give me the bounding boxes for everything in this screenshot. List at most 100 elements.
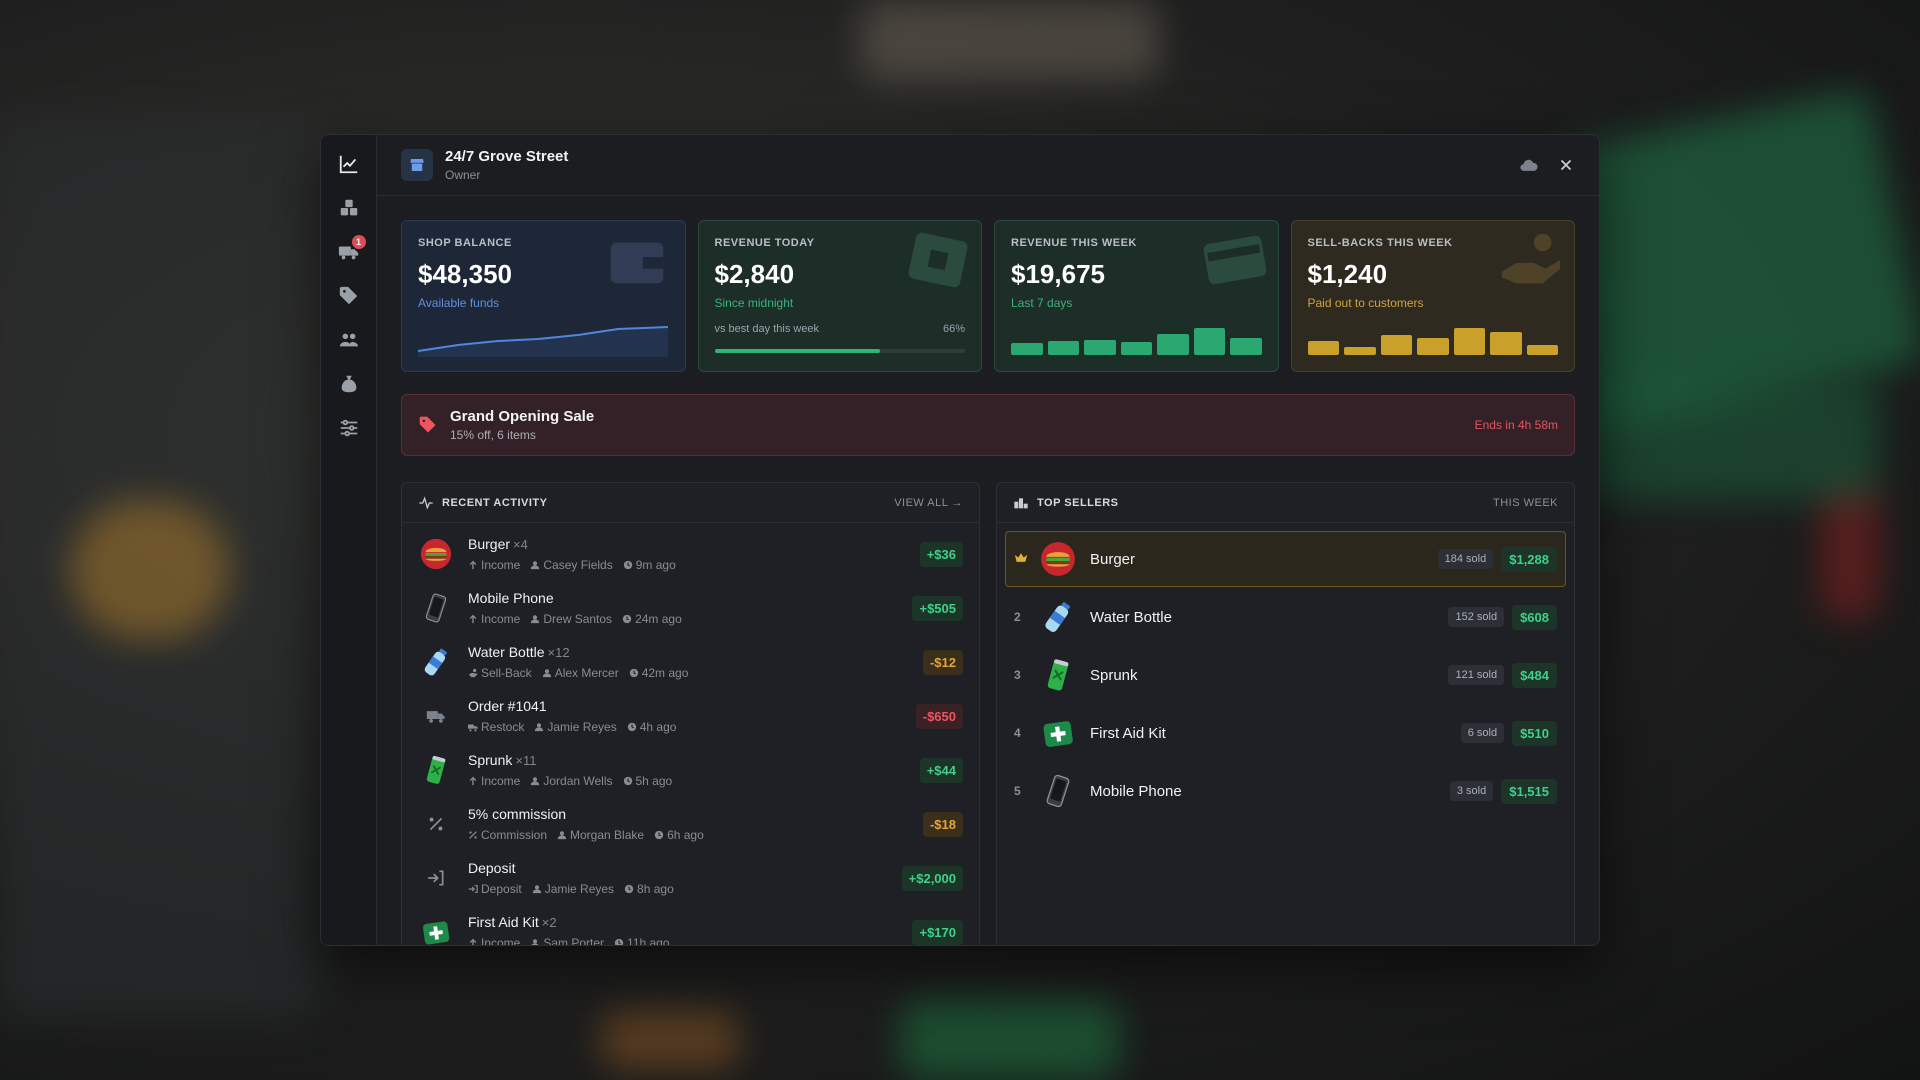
sellback-bar — [1307, 341, 1339, 355]
stat-label: REVENUE THIS WEEK — [1011, 237, 1137, 249]
sellback-bar — [1344, 346, 1376, 355]
boxes-icon — [340, 199, 357, 216]
week-revenue-bar — [1230, 338, 1262, 355]
activity-qty: ×11 — [515, 753, 537, 768]
cloud-icon — [1520, 159, 1538, 171]
sellback-bar — [1453, 328, 1485, 355]
seller-name: Mobile Phone — [1090, 782, 1182, 800]
nav-overview[interactable] — [334, 149, 364, 179]
week-revenue-bar — [1084, 339, 1116, 355]
top-sellers-list: Burger 184 sold $1,288 2 Water Bottle 152 sol… — [997, 523, 1574, 829]
activity-amount: +$2,000 — [901, 865, 963, 891]
top-seller-row[interactable]: 4 First Aid Kit 6 sold $510 — [1005, 705, 1566, 761]
activity-row[interactable]: Sprunk ×11 Income Jordan Wells 5h ago +$44 — [402, 743, 979, 797]
shop-panel: 1 24/7 Grove Street Owner — [320, 134, 1600, 946]
activity-type: Income — [468, 612, 520, 626]
activity-time: 4h ago — [627, 720, 676, 734]
activity-user: Jordan Wells — [530, 774, 613, 788]
stat-label: SHOP BALANCE — [418, 237, 512, 249]
deposit-icon — [418, 860, 454, 896]
progress-fill — [714, 349, 880, 353]
close-icon — [1560, 159, 1572, 171]
activity-name: Sprunk — [468, 752, 513, 768]
sellback-bar — [1380, 334, 1412, 355]
stat-value: $1,240 — [1307, 259, 1388, 289]
activity-row[interactable]: Order #1041 Restock Jamie Reyes 4h ago -$650 — [402, 689, 979, 743]
stat-value: $2,840 — [714, 259, 795, 289]
activity-name: Deposit — [468, 860, 516, 876]
sellback-bars — [1307, 321, 1558, 355]
activity-time: 42m ago — [629, 666, 688, 680]
activity-user: Jamie Reyes — [534, 720, 617, 734]
sprunk-icon — [418, 752, 454, 788]
sellers-title: TOP SELLERS — [1037, 496, 1119, 509]
5-commission-icon — [418, 806, 454, 842]
activity-row[interactable]: Mobile Phone Income Drew Santos 24m ago +$50… — [402, 581, 979, 635]
progress-label: vs best day this week — [714, 323, 820, 335]
deliveries-badge: 1 — [351, 235, 366, 249]
top-seller-row[interactable]: 2 Water Bottle 152 sold $608 — [1005, 589, 1566, 645]
nav-inventory[interactable] — [334, 193, 364, 223]
stat-revenue-today: REVENUE TODAY $2,840 Since midnight vs b… — [697, 220, 982, 372]
nav-deliveries[interactable]: 1 — [334, 235, 366, 267]
nav-employees[interactable] — [334, 325, 364, 355]
seller-rank: 3 — [1014, 668, 1021, 682]
activity-type: Deposit — [468, 882, 522, 896]
crown-icon — [1014, 552, 1038, 566]
activity-row[interactable]: 5% commission Commission Morgan Blake 6h ag… — [402, 797, 979, 851]
nav-finances[interactable] — [334, 369, 364, 399]
activity-time: 5h ago — [623, 774, 672, 788]
nav-settings[interactable] — [334, 413, 364, 443]
nav-pricing[interactable] — [334, 281, 364, 311]
seller-rank: 5 — [1014, 784, 1021, 798]
seller-sold-count: 6 sold — [1460, 723, 1505, 743]
stat-shop-balance: SHOP BALANCE $48,350 Available funds — [401, 220, 686, 372]
stat-sub: Paid out to customers — [1307, 296, 1424, 310]
activity-row[interactable]: Burger ×4 Income Casey Fields 9m ago +$36 — [402, 527, 979, 581]
side-rail: 1 — [321, 135, 377, 945]
top-seller-row[interactable]: 5 Mobile Phone 3 sold $1,515 — [1005, 763, 1566, 819]
store-name: 24/7 Grove Street — [445, 148, 569, 165]
sellback-bar — [1526, 344, 1558, 355]
activity-type: Sell-Back — [468, 666, 532, 680]
seller-sold-count: 3 sold — [1449, 781, 1494, 801]
activity-type: Income — [468, 936, 520, 945]
mobile-phone-icon — [1038, 771, 1078, 811]
seller-rank: 4 — [1014, 726, 1021, 740]
promo-banner[interactable]: Grand Opening Sale 15% off, 6 items Ends… — [401, 394, 1575, 456]
activity-row[interactable]: First Aid Kit ×2 Income Sam Porter 11h ago +$… — [402, 905, 979, 945]
activity-title: RECENT ACTIVITY — [442, 496, 548, 509]
seller-sold-count: 184 sold — [1437, 549, 1494, 569]
activity-name: First Aid Kit — [468, 914, 539, 930]
order-1041-icon — [418, 698, 454, 734]
week-revenue-bar — [1157, 333, 1189, 355]
activity-name: Burger — [468, 536, 511, 552]
activity-row[interactable]: Deposit Deposit Jamie Reyes 8h ago +$2,000 — [402, 851, 979, 905]
stat-sub: Last 7 days — [1011, 296, 1073, 310]
activity-amount: +$36 — [919, 541, 963, 567]
stat-value: $19,675 — [1011, 259, 1105, 289]
activity-type: Commission — [468, 828, 547, 842]
store-icon — [401, 149, 433, 181]
close-button[interactable] — [1557, 156, 1575, 174]
seller-revenue: $1,515 — [1501, 778, 1557, 804]
top-seller-row[interactable]: 3 Sprunk 121 sold $484 — [1005, 647, 1566, 703]
activity-user: Sam Porter — [530, 936, 604, 945]
store-role: Owner — [445, 168, 481, 182]
hand-coin-icon — [1501, 233, 1561, 284]
cloud-sync-button[interactable] — [1519, 155, 1539, 175]
activity-qty: ×12 — [547, 645, 570, 660]
wallet-icon — [610, 242, 663, 284]
stat-sellbacks-week: SELL-BACKS THIS WEEK $1,240 Paid out to … — [1290, 220, 1575, 372]
activity-amount: +$44 — [919, 757, 963, 783]
truck-icon — [338, 246, 358, 260]
top-seller-row[interactable]: Burger 184 sold $1,288 — [1005, 531, 1566, 587]
progress-track — [714, 349, 965, 353]
activity-row[interactable]: Water Bottle ×12 Sell-Back Alex Mercer 42m a… — [402, 635, 979, 689]
seller-revenue: $484 — [1512, 662, 1557, 688]
tags-icon — [339, 286, 357, 305]
activity-time: 8h ago — [624, 882, 674, 896]
seller-name: First Aid Kit — [1090, 724, 1166, 742]
view-all-link[interactable]: VIEW ALL → — [894, 496, 963, 509]
credit-card-icon — [1203, 235, 1266, 285]
